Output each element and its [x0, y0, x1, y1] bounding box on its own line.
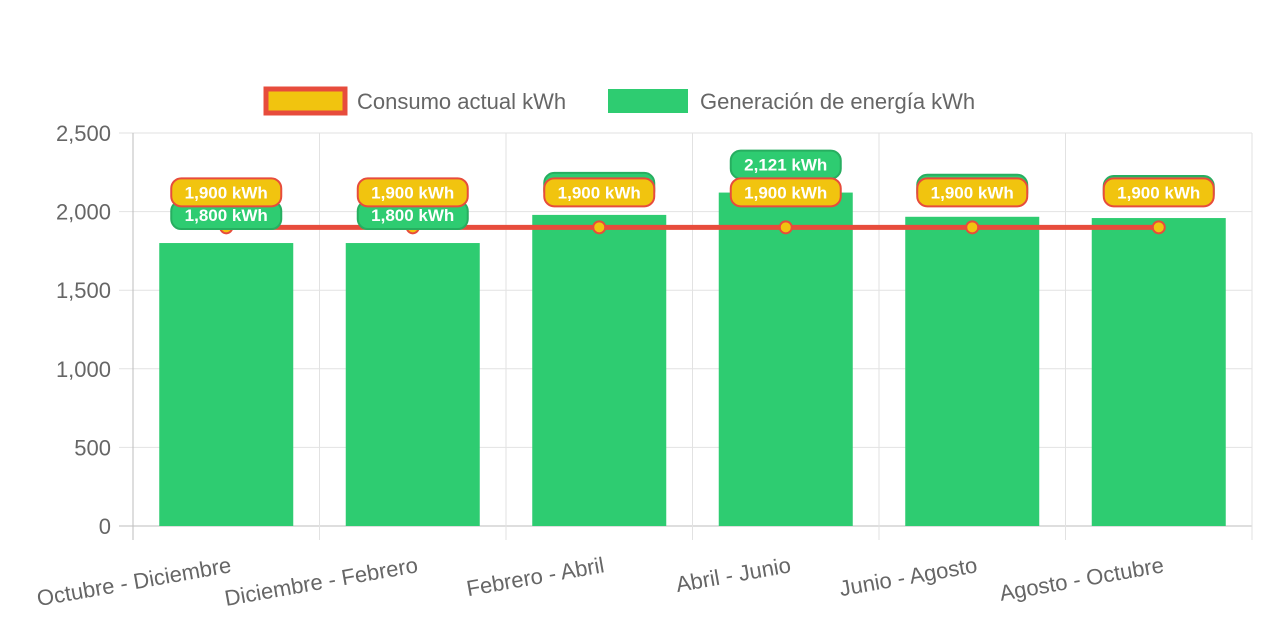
bar-data-label: 2,121 kWh: [729, 149, 842, 180]
bar-generacion: [1091, 218, 1226, 526]
legend-item-consumo[interactable]: Consumo actual kWh: [263, 86, 566, 116]
line-data-label-text: 1,900 kWh: [185, 183, 268, 202]
line-data-label-text: 1,900 kWh: [558, 183, 641, 202]
x-tick-label: Octubre - Diciembre: [35, 552, 233, 611]
bar-data-label: 1,800 kWh: [356, 200, 469, 231]
line-data-label-box: [1102, 177, 1215, 208]
bar-generacion: [159, 243, 294, 527]
x-tick-label: Junio - Agosto: [837, 552, 979, 601]
bars: [159, 192, 1226, 527]
x-tick-label: Agosto - Octubre: [997, 552, 1165, 606]
legend: Consumo actual kWh Generación de energía…: [263, 86, 975, 116]
y-tick-label: 2,000: [56, 200, 111, 225]
bar-generacion: [345, 243, 480, 527]
consumo-point: [592, 220, 607, 235]
legend-label-consumo: Consumo actual kWh: [357, 89, 566, 114]
y-tick-label: 0: [99, 514, 111, 539]
line-data-label: 1,900 kWh: [729, 177, 842, 208]
x-tick-label: Diciembre - Febrero: [223, 552, 420, 611]
line-data-label-box: [916, 177, 1029, 208]
line-data-label-box: [356, 177, 469, 208]
line-data-labels: 1,900 kWh 1,900 kWh 1,900 kWh 1,900 kWh 1,90…: [170, 177, 1215, 208]
bar-generacion: [532, 214, 667, 527]
legend-swatch-consumo: [263, 86, 348, 116]
line-data-label: 1,900 kWh: [1102, 177, 1215, 208]
line-data-label: 1,900 kWh: [170, 177, 283, 208]
bar-data-label: 1,800 kWh: [170, 200, 283, 231]
line-data-label-text: 1,900 kWh: [744, 183, 827, 202]
x-tick-label: Febrero - Abril: [465, 552, 607, 601]
bar-data-label-text: 2,121 kWh: [744, 156, 827, 175]
y-tick-label: 1,000: [56, 357, 111, 382]
consumo-point: [965, 220, 980, 235]
line-data-label-text: 1,900 kWh: [1117, 183, 1200, 202]
consumo-point: [1151, 220, 1166, 235]
legend-item-generacion[interactable]: Generación de energía kWh: [608, 89, 975, 114]
line-data-label: 1,900 kWh: [356, 177, 469, 208]
line-data-label-box: [543, 177, 656, 208]
bar-data-label-text: 1,800 kWh: [371, 206, 454, 225]
line-data-label-text: 1,900 kWh: [931, 183, 1014, 202]
x-tick-label: Abril - Junio: [674, 552, 793, 597]
bar-generacion: [905, 216, 1040, 526]
line-data-label-box: [729, 177, 842, 208]
y-tick-label: 500: [74, 435, 111, 460]
y-tick-label: 1,500: [56, 278, 111, 303]
grid: [119, 132, 1253, 540]
line-data-label: 1,900 kWh: [916, 177, 1029, 208]
bar-generacion: [718, 192, 853, 526]
legend-swatch-generacion: [608, 89, 688, 113]
line-data-label-box: [170, 177, 283, 208]
line-data-label-text: 1,900 kWh: [371, 183, 454, 202]
legend-label-generacion: Generación de energía kWh: [700, 89, 975, 114]
bar-data-label-text: 1,800 kWh: [185, 206, 268, 225]
y-tick-label: 2,500: [56, 121, 111, 146]
consumo-point: [778, 220, 793, 235]
line-data-label: 1,900 kWh: [543, 177, 656, 208]
y-axis: 0 500 1,000 1,500 2,000 2,500: [56, 121, 111, 539]
